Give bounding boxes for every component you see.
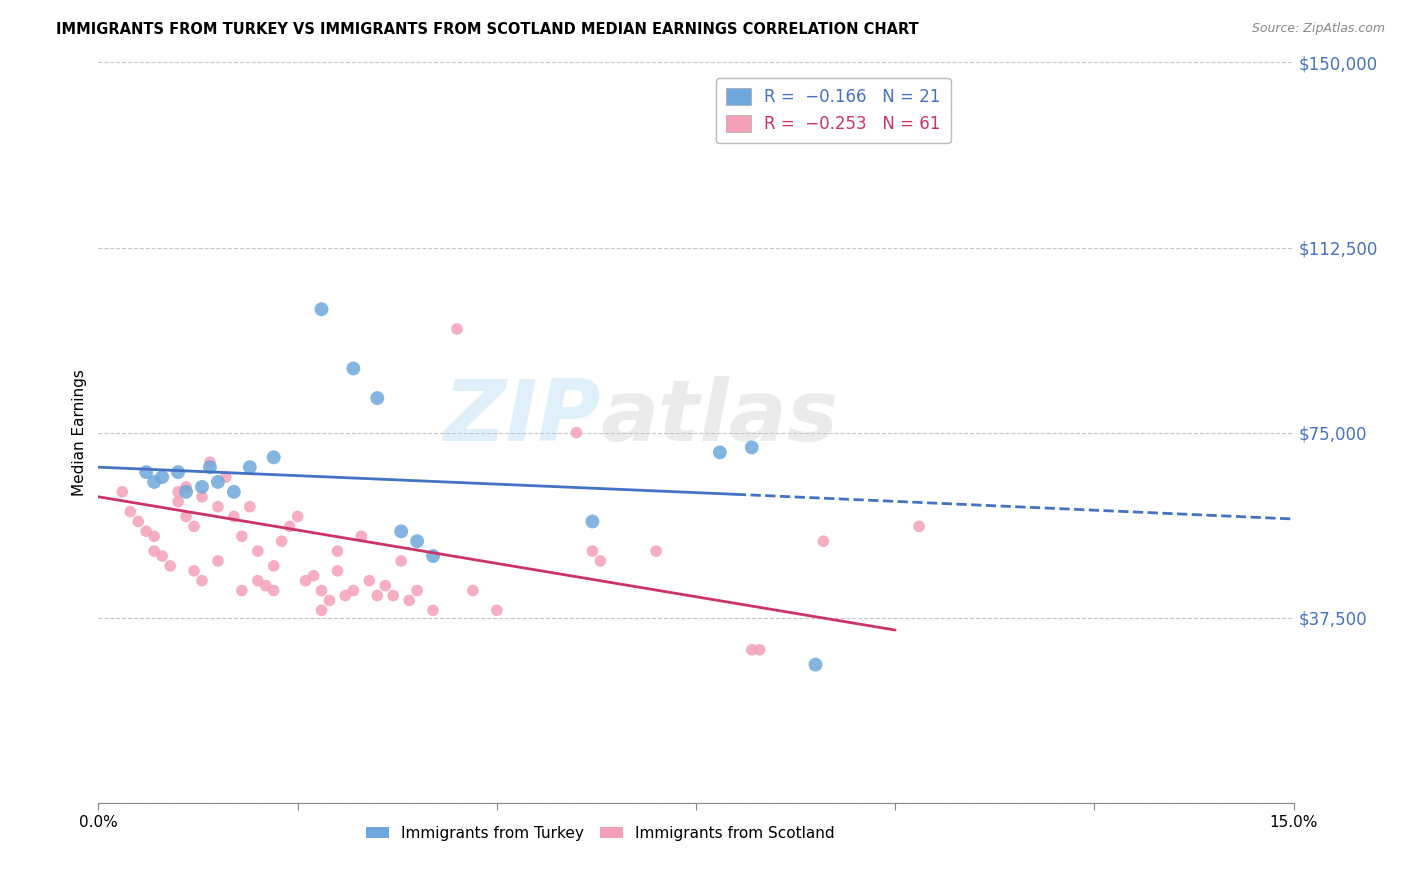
Point (239, 460, 262, 475)
Point (741, 441, 763, 455)
Point (645, 544, 668, 558)
Point (159, 558, 181, 573)
Point (813, 534, 835, 549)
Point (246, 544, 269, 558)
Point (143, 475, 166, 489)
Point (398, 593, 420, 607)
Point (302, 568, 325, 582)
Point (231, 529, 253, 543)
Legend: Immigrants from Turkey, Immigrants from Scotland: Immigrants from Turkey, Immigrants from … (360, 820, 841, 847)
Point (389, 524, 412, 539)
Point (318, 593, 340, 607)
Point (326, 544, 349, 558)
Point (135, 465, 157, 479)
Point (246, 574, 269, 588)
Point (741, 642, 763, 657)
Point (359, 574, 381, 588)
Point (461, 583, 484, 598)
Point (335, 589, 357, 603)
Point (222, 484, 245, 499)
Point (150, 470, 173, 484)
Point (198, 460, 221, 475)
Point (406, 583, 429, 598)
Point (485, 603, 508, 617)
Point (406, 534, 429, 549)
Point (350, 529, 373, 543)
Point (239, 500, 262, 514)
Point (207, 475, 229, 489)
Point (231, 583, 253, 598)
Point (278, 519, 301, 533)
Point (366, 589, 388, 603)
Point (263, 583, 285, 598)
Point (287, 509, 309, 524)
Point (342, 361, 364, 376)
Point (748, 642, 770, 657)
Point (565, 425, 588, 440)
Point (143, 529, 166, 543)
Point (167, 484, 190, 499)
Point (207, 554, 229, 568)
Text: Source: ZipAtlas.com: Source: ZipAtlas.com (1251, 22, 1385, 36)
Point (270, 534, 292, 549)
Point (374, 579, 396, 593)
Point (422, 549, 444, 563)
Text: IMMIGRANTS FROM TURKEY VS IMMIGRANTS FROM SCOTLAND MEDIAN EARNINGS CORRELATION C: IMMIGRANTS FROM TURKEY VS IMMIGRANTS FRO… (56, 22, 920, 37)
Point (174, 480, 197, 494)
Point (294, 574, 316, 588)
Point (191, 480, 214, 494)
Point (174, 509, 197, 524)
Point (589, 554, 612, 568)
Point (382, 589, 405, 603)
Text: ZIP: ZIP (443, 376, 600, 459)
Point (804, 657, 827, 672)
Point (167, 465, 190, 479)
Point (150, 549, 173, 563)
Point (120, 505, 142, 519)
Y-axis label: Median Earnings: Median Earnings (72, 369, 87, 496)
Point (191, 490, 214, 504)
Point (908, 519, 931, 533)
Point (581, 515, 603, 529)
Point (254, 579, 277, 593)
Point (198, 455, 221, 469)
Text: atlas: atlas (600, 376, 838, 459)
Point (446, 322, 468, 336)
Point (174, 484, 197, 499)
Point (366, 391, 388, 405)
Point (422, 603, 444, 617)
Point (311, 603, 333, 617)
Point (183, 519, 205, 533)
Point (311, 302, 333, 317)
Point (263, 450, 285, 465)
Point (263, 558, 285, 573)
Point (215, 470, 238, 484)
Point (222, 509, 245, 524)
Point (127, 515, 149, 529)
Point (135, 524, 157, 539)
Point (326, 564, 349, 578)
Point (191, 574, 214, 588)
Point (389, 554, 412, 568)
Point (311, 583, 333, 598)
Point (709, 445, 731, 459)
Point (167, 494, 190, 508)
Point (143, 544, 166, 558)
Point (581, 544, 603, 558)
Point (207, 500, 229, 514)
Point (342, 583, 364, 598)
Point (111, 484, 134, 499)
Point (183, 564, 205, 578)
